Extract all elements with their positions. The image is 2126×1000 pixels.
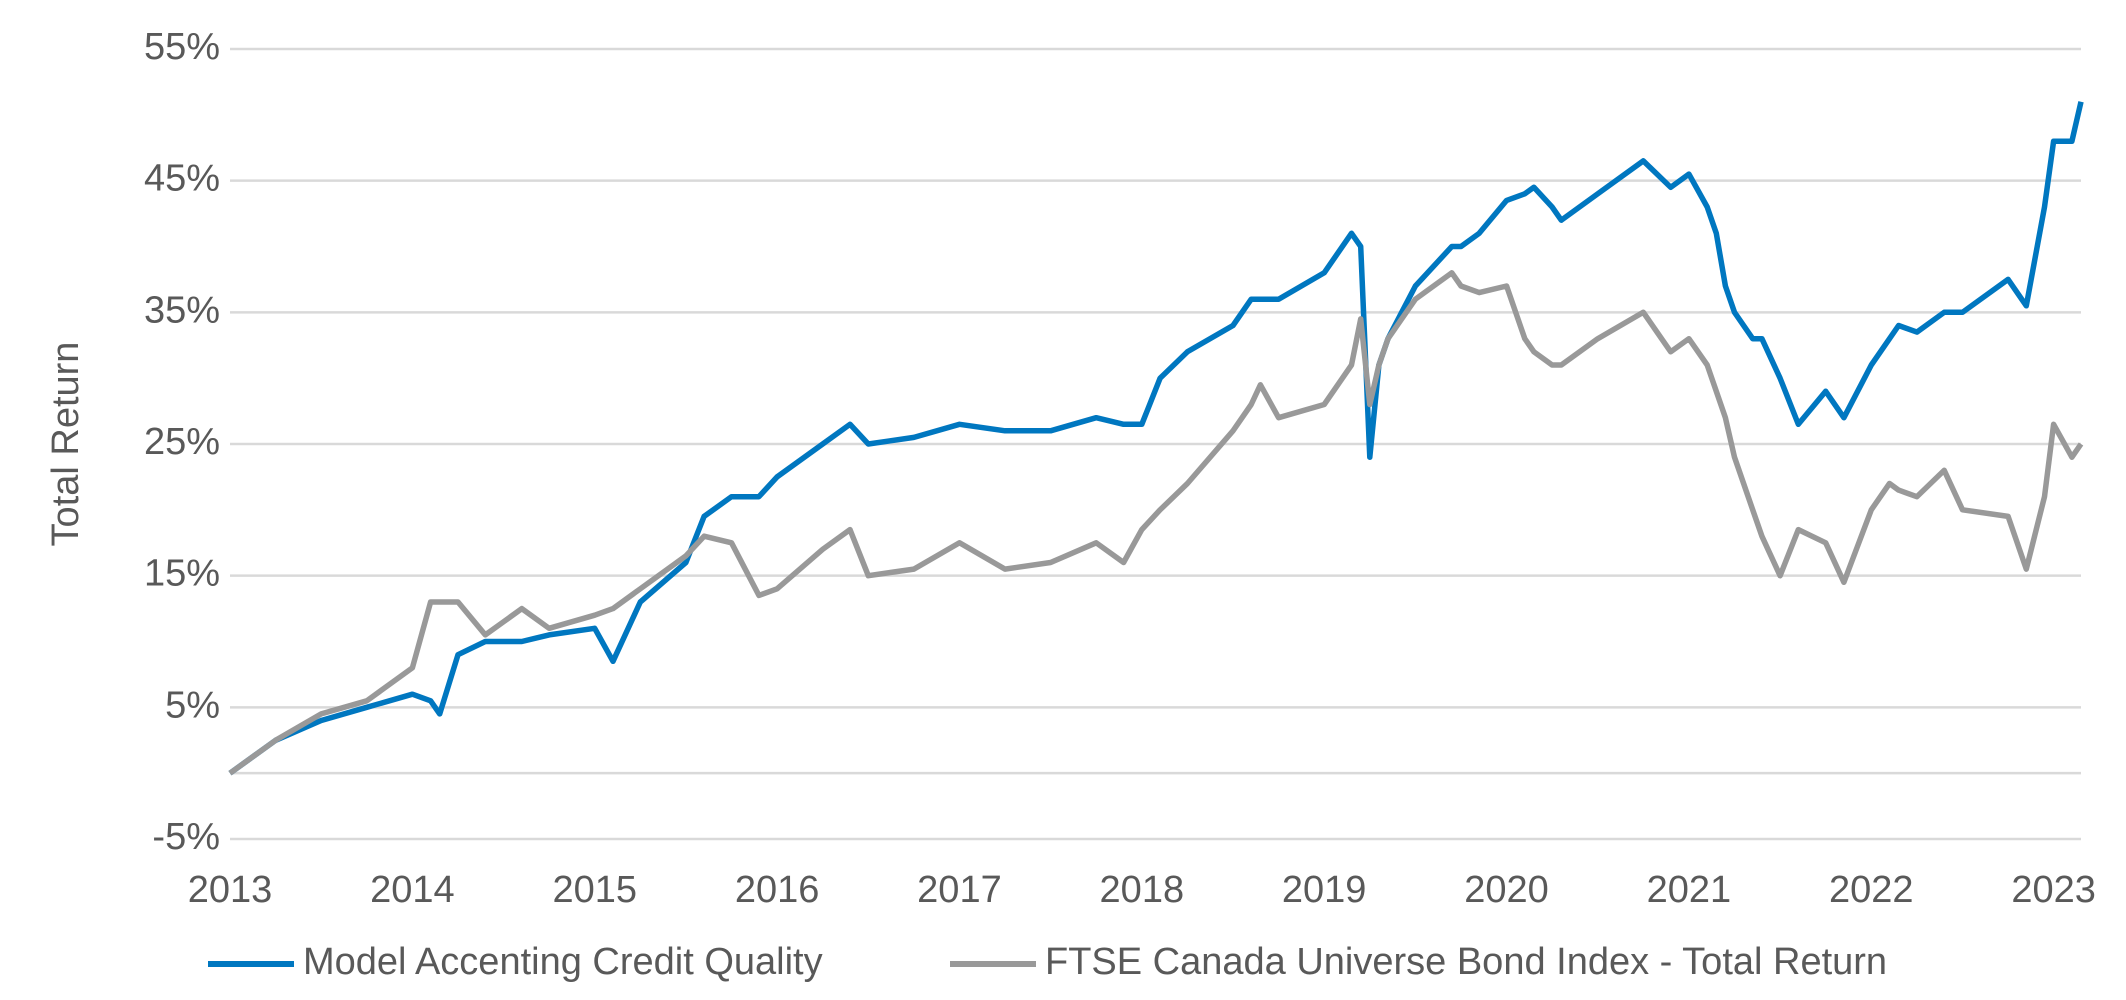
y-tick-label: 15% bbox=[144, 553, 220, 595]
x-tick-label: 2017 bbox=[917, 869, 1002, 911]
y-tick-label: 5% bbox=[165, 684, 220, 726]
x-tick-label: 2013 bbox=[188, 869, 273, 911]
x-tick-label: 2014 bbox=[370, 869, 455, 911]
x-tick-label: 2016 bbox=[735, 869, 820, 911]
legend-label: Model Accenting Credit Quality bbox=[303, 941, 823, 983]
y-tick-label: 25% bbox=[144, 421, 220, 463]
x-tick-label: 2018 bbox=[1100, 869, 1185, 911]
series-line bbox=[228, 101, 2084, 776]
y-tick-label: 55% bbox=[144, 26, 220, 68]
x-tick-label: 2021 bbox=[1647, 869, 1732, 911]
legend-label: FTSE Canada Universe Bond Index - Total … bbox=[1045, 941, 1887, 983]
x-tick-label: 2023 bbox=[2011, 869, 2096, 911]
x-tick-label: 2019 bbox=[1282, 869, 1367, 911]
y-tick-label: 35% bbox=[144, 289, 220, 331]
x-tick-label: 2015 bbox=[552, 869, 637, 911]
x-tick-label: 2022 bbox=[1829, 869, 1914, 911]
y-tick-label: -5% bbox=[152, 816, 220, 858]
x-tick-label: 2020 bbox=[1464, 869, 1549, 911]
y-axis-label: Total Return bbox=[45, 342, 87, 547]
series-line bbox=[228, 270, 2084, 776]
y-tick-label: 45% bbox=[144, 158, 220, 200]
